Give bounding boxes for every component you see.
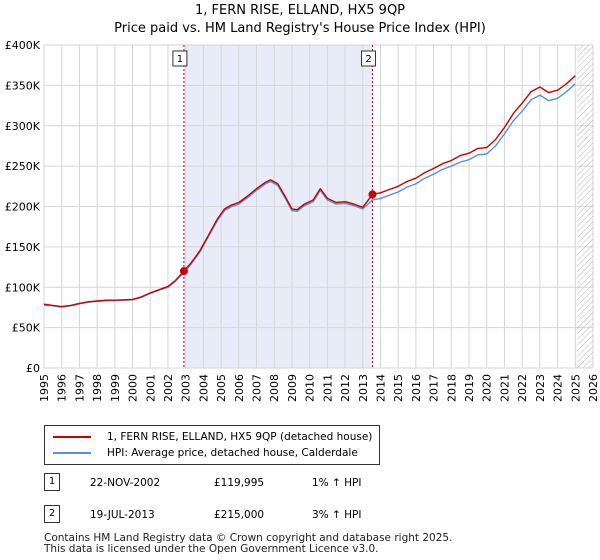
y-tick-label: £350K <box>5 79 41 92</box>
x-tick-label: 2017 <box>428 374 441 402</box>
sale-marker-label: 2 <box>365 54 371 65</box>
x-tick-label: 2011 <box>321 374 334 402</box>
chart-title: 1, FERN RISE, ELLAND, HX5 9QP <box>194 3 406 18</box>
x-tick-label: 1997 <box>73 374 86 402</box>
x-tick-label: 2026 <box>587 374 600 402</box>
x-tick-label: 2006 <box>233 374 246 402</box>
sale-point <box>368 190 377 199</box>
footer-licence: This data is licensed under the Open Gov… <box>44 543 379 555</box>
sale-point <box>179 267 188 276</box>
x-tick-label: 2008 <box>268 374 281 402</box>
y-tick-label: £0 <box>26 362 40 375</box>
y-tick-label: £100K <box>5 281 41 294</box>
transaction-marker-2: 2 <box>44 505 60 523</box>
legend-swatch-property <box>53 436 91 438</box>
x-tick-label: 2000 <box>127 374 140 402</box>
x-tick-label: 2023 <box>534 374 547 402</box>
x-tick-label: 2014 <box>374 374 387 402</box>
y-tick-label: £50K <box>12 322 41 335</box>
sale-marker-box <box>172 50 188 67</box>
x-tick-label: 2009 <box>286 374 299 402</box>
legend-label-property: 1, FERN RISE, ELLAND, HX5 9QP (detached … <box>107 431 373 443</box>
transaction-date-2: 19-JUL-2013 <box>90 509 155 521</box>
x-tick-label: 2013 <box>357 374 370 402</box>
x-tick-label: 2010 <box>304 374 317 402</box>
x-tick-label: 2018 <box>445 374 458 402</box>
x-tick-label: 2019 <box>463 374 476 402</box>
x-tick-label: 2002 <box>162 374 175 402</box>
transaction-hpi-1: 1% ↑ HPI <box>312 477 362 489</box>
x-tick-label: 2016 <box>410 374 423 402</box>
sale-marker-box <box>361 50 377 67</box>
transaction-date-1: 22-NOV-2002 <box>90 477 161 489</box>
y-tick-label: £400K <box>5 39 41 52</box>
x-tick-label: 1999 <box>109 374 122 402</box>
transaction-hpi-2: 3% ↑ HPI <box>312 509 362 521</box>
x-tick-label: 2022 <box>516 374 529 402</box>
legend-label-hpi: HPI: Average price, detached house, Cald… <box>107 447 358 459</box>
x-tick-label: 2021 <box>498 374 511 402</box>
x-tick-label: 2004 <box>197 374 210 402</box>
x-tick-label: 2015 <box>392 374 405 402</box>
transaction-price-1: £119,995 <box>214 477 265 489</box>
footer-copyright: Contains HM Land Registry data © Crown c… <box>44 532 453 544</box>
transaction-price-2: £215,000 <box>214 509 265 521</box>
series-line-property <box>43 75 576 308</box>
y-tick-label: £300K <box>5 120 41 133</box>
chart-subtitle: Price paid vs. HM Land Registry's House … <box>114 21 486 36</box>
price-chart: 1 2 £0 £50K £100K £150K £200K £250K £300K £350K £… <box>5 39 600 402</box>
x-tick-label: 2001 <box>144 374 157 402</box>
x-tick-label: 2003 <box>180 374 193 402</box>
y-tick-label: £150K <box>5 241 41 254</box>
x-tick-label: 1998 <box>91 374 104 402</box>
y-tick-label: £200K <box>5 201 41 214</box>
x-tick-label: 1996 <box>56 374 69 402</box>
x-tick-label: 2007 <box>251 374 264 402</box>
x-tick-label: 2012 <box>339 374 352 402</box>
chart-legend: 1, FERN RISE, ELLAND, HX5 9QP (detached … <box>44 425 380 465</box>
y-tick-label: £250K <box>5 160 41 173</box>
future-hatch <box>577 45 593 368</box>
transaction-marker-1: 1 <box>44 473 60 491</box>
x-tick-label: 1995 <box>38 374 51 402</box>
sale-marker-label: 1 <box>177 54 183 65</box>
x-tick-label: 2005 <box>215 374 228 402</box>
x-tick-label: 2024 <box>552 374 565 402</box>
x-tick-label: 2020 <box>481 374 494 402</box>
legend-swatch-hpi <box>53 452 91 454</box>
x-tick-label: 2025 <box>569 374 582 402</box>
